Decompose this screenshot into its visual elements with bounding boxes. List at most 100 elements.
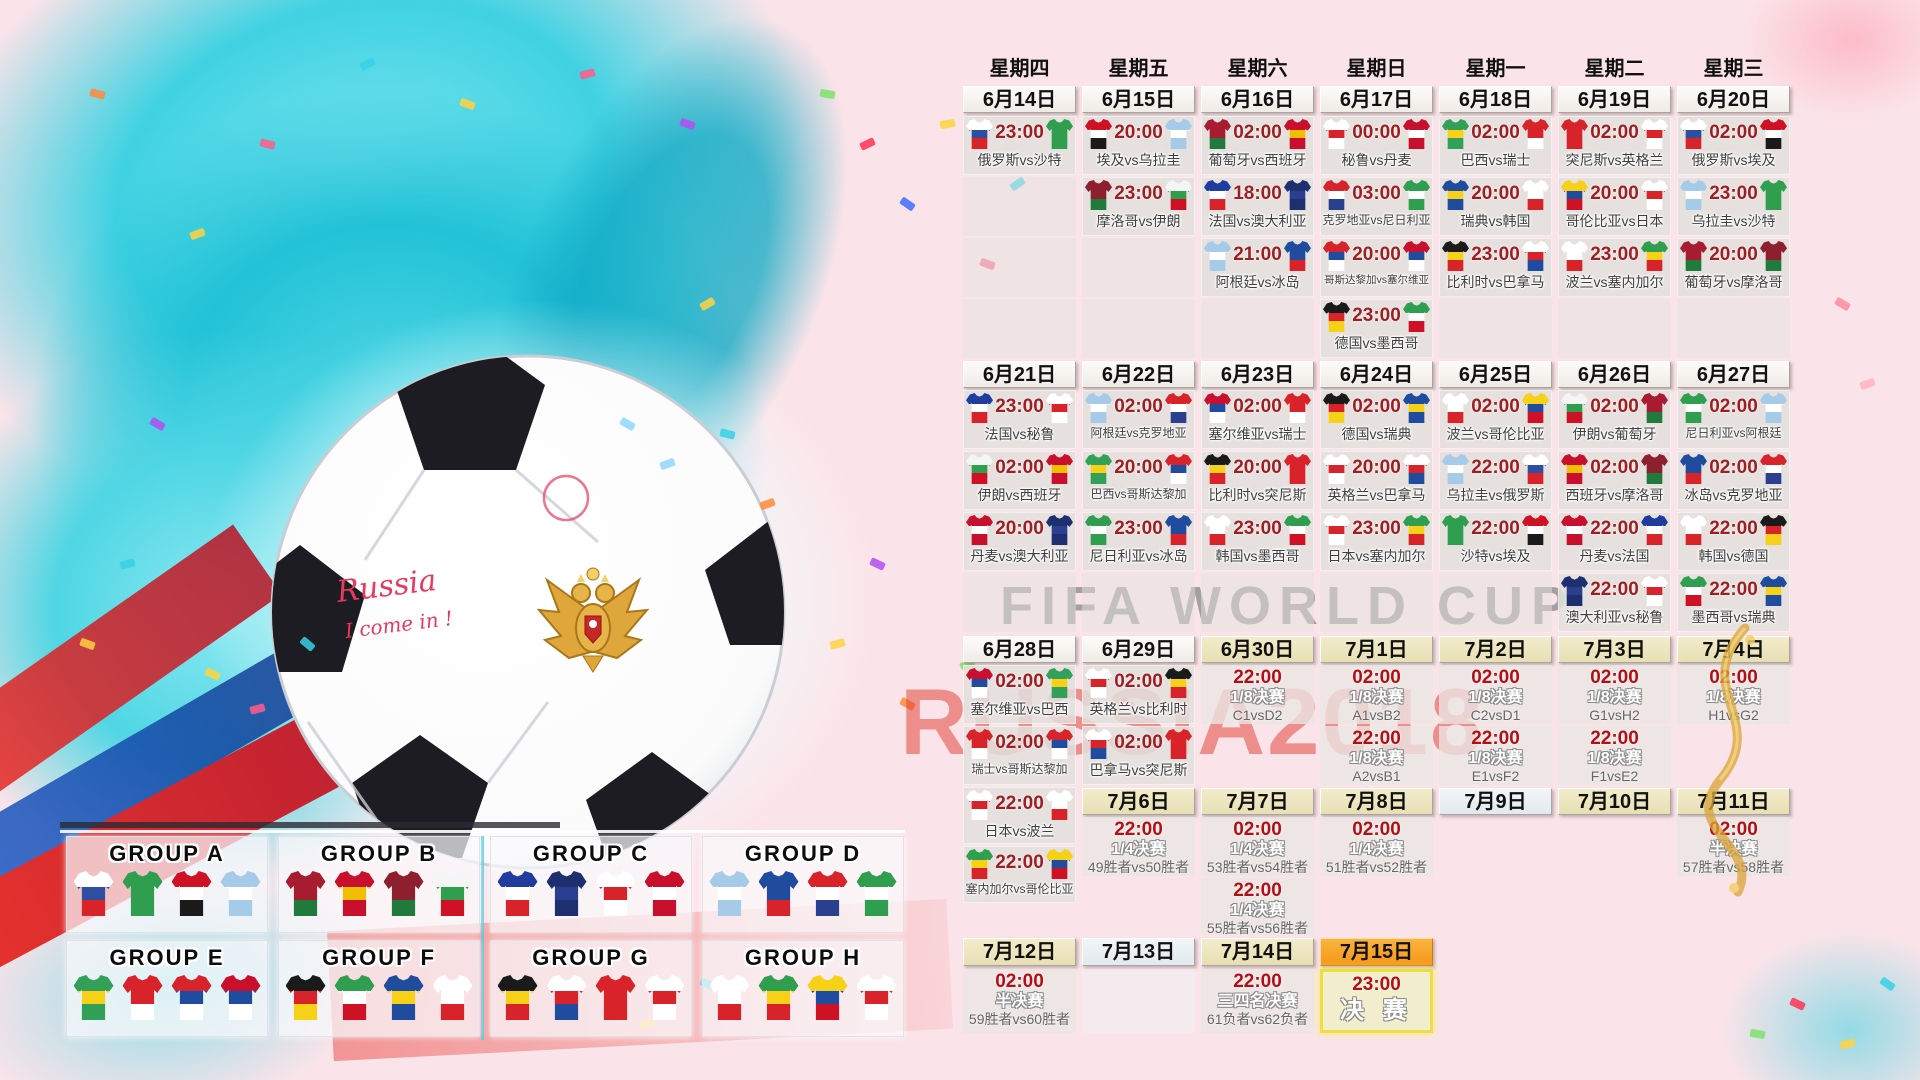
match-cell: 22:00 沙特vs埃及 [1439,512,1552,571]
jersey-france-icon [966,393,993,423]
match-cell: 02:00 伊朗vs西班牙 [963,451,1076,510]
jersey-costarica-icon [1165,454,1192,484]
weekday-label: 星期三 [1703,58,1764,80]
jersey-spain-icon [1284,119,1311,149]
jersey-england-icon [1085,668,1112,698]
stage-label: 1/8决赛 [1587,750,1642,767]
jersey-serbia-icon [1204,393,1231,423]
russia-crest-icon [536,567,650,673]
jersey-peru-icon [1641,576,1668,606]
match-top-row: 20:00 [1320,451,1433,484]
date-cell: 6月14日 [963,86,1076,113]
jersey-saudi-icon [1442,515,1469,545]
jersey-tunisia-icon [1165,729,1192,759]
match-time: 22:00 [1471,457,1520,478]
match-time: 02:00 [1471,667,1520,688]
jersey-nigeria-icon [1085,515,1112,545]
match-teams-label: 冰岛vs克罗地亚 [1684,487,1783,503]
divider-dark [60,822,560,828]
match-time: 22:00 [1709,579,1758,600]
date-cell: 7月3日 [1558,636,1671,663]
participants-label: 49胜者vs50胜者 [1087,859,1190,875]
participants-label: E1vsF2 [1471,768,1520,784]
date-cell: 7月8日 [1320,788,1433,815]
group-jerseys-row [491,871,691,916]
jersey-uruguay-icon [1680,180,1707,210]
match-teams-label: 埃及vs乌拉圭 [1096,152,1181,168]
jersey-mexico-icon [1284,515,1311,545]
jersey-peru-icon [1323,119,1350,149]
jersey-japan-icon [1323,515,1350,545]
match-cell: 23:00 乌拉圭vs沙特 [1677,177,1790,236]
match-time: 20:00 [1709,244,1758,265]
match-teams-label: 尼日利亚vs冰岛 [1089,548,1188,564]
jersey-england-icon [644,975,685,1020]
weekday-label: 星期四 [989,58,1050,80]
date-cell: 6月17日 [1320,86,1433,113]
match-teams-label: 日本vs波兰 [984,823,1055,839]
group-panel-e: GROUP E [66,940,268,1037]
jersey-mexico-icon [1403,302,1430,332]
jersey-iceland-icon [758,871,799,916]
group-panel-f: GROUP F [278,940,480,1037]
match-top-row: 20:00 [1082,451,1195,484]
weekday-label: 星期二 [1584,58,1645,80]
jersey-australia-icon [1561,576,1588,606]
match-time: 02:00 [1471,122,1520,143]
jersey-spain-icon [334,871,375,916]
jersey-peru-icon [595,871,636,916]
date-cell: 6月16日 [1201,86,1314,113]
match-cell: 02:00 葡萄牙vs西班牙 [1201,116,1314,175]
jersey-brazil-icon [1442,119,1469,149]
group-jerseys-row [703,975,903,1020]
match-time: 20:00 [1590,183,1639,204]
jersey-peru-icon [1046,393,1073,423]
knockout-cell: 22:00 1/8决赛 A2vsB1 [1320,726,1433,785]
date-cell: 6月24日 [1320,361,1433,388]
date-cell: 7月14日 [1201,938,1314,966]
match-teams-label: 伊朗vs西班牙 [977,487,1062,503]
jersey-costarica-icon [171,975,212,1020]
stage-label: 1/8决赛 [1468,750,1523,767]
stage-label: 半决赛 [995,993,1044,1010]
match-time: 22:00 [1233,667,1282,688]
jersey-korea-icon [1522,180,1549,210]
match-teams-label: 丹麦vs法国 [1579,548,1650,564]
jersey-morocco-icon [1085,180,1112,210]
match-cell: 02:00 巴西vs瑞士 [1439,116,1552,175]
match-cell: 23:00 俄罗斯vs沙特 [963,116,1076,175]
weekday-label: 星期日 [1346,58,1407,80]
match-time: 20:00 [1114,122,1163,143]
jersey-argentina-icon [1760,393,1787,423]
final-cell: 23:00 决 赛 [1320,969,1433,1033]
knockout-cell: 22:00 三四名决赛 61负者vs62负者 [1201,969,1314,1033]
match-time: 02:00 [1709,457,1758,478]
group-jerseys-row [703,871,903,916]
match-time: 18:00 [1233,183,1282,204]
date-cell: 7月11日 [1677,788,1790,815]
date-cell: 7月15日 [1320,938,1433,966]
knockout-cell: 22:00 1/4决赛 49胜者vs50胜者 [1082,817,1195,876]
match-cell: 03:00 克罗地亚vs尼日利亚 [1320,177,1433,236]
match-time: 02:00 [1590,122,1639,143]
jersey-poland-icon [1046,790,1073,820]
jersey-nigeria-icon [1680,393,1707,423]
match-cell: 20:00 哥斯达黎加vs塞尔维亚 [1320,238,1433,297]
group-title: GROUP D [744,841,862,866]
jersey-switzerland-icon [122,975,163,1020]
date-cell: 7月1日 [1320,636,1433,663]
match-cell: 22:00 澳大利亚vs秘鲁 [1558,573,1671,632]
match-teams-label: 比利时vs巴拿马 [1446,274,1545,290]
jersey-argentina-icon [1204,241,1231,271]
match-time: 02:00 [1114,396,1163,417]
jersey-sweden-icon [1403,393,1430,423]
match-cell: 02:00 突尼斯vs英格兰 [1558,116,1671,175]
stage-label: 1/8决赛 [1468,689,1523,706]
jersey-panama-icon [546,975,587,1020]
jersey-nigeria-icon [1403,180,1430,210]
match-cell: 18:00 法国vs澳大利亚 [1201,177,1314,236]
match-top-row: 02:00 [1201,390,1314,423]
match-top-row: 23:00 [1201,512,1314,545]
match-cell: 23:00 比利时vs巴拿马 [1439,238,1552,297]
empty-cell [1558,299,1671,358]
